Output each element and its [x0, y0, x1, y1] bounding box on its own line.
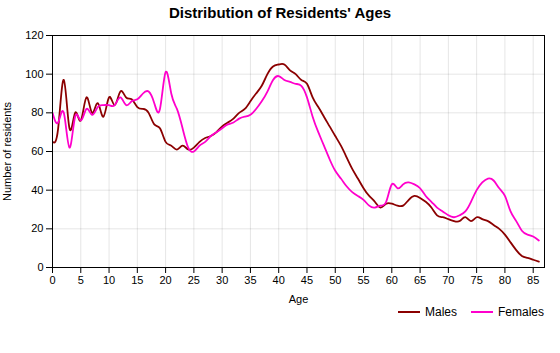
svg-text:80: 80: [499, 274, 511, 286]
svg-text:85: 85: [527, 274, 539, 286]
html-text:Distribution of Residents' Age: Distribution of Residents' Ages: [168, 4, 392, 21]
html-text:Males: Males: [425, 305, 457, 319]
svg-text:0: 0: [49, 274, 55, 286]
svg-text:30: 30: [216, 274, 228, 286]
svg-text:120: 120: [25, 29, 43, 41]
svg-text:Age: Age: [289, 293, 309, 305]
svg-text:20: 20: [159, 274, 171, 286]
html-text:Females: Females: [498, 305, 544, 319]
svg-text:35: 35: [244, 274, 256, 286]
svg-text:10: 10: [103, 274, 115, 286]
svg-text:55: 55: [357, 274, 369, 286]
svg-text:5: 5: [78, 274, 84, 286]
svg-text:15: 15: [131, 274, 143, 286]
svg-text:65: 65: [414, 274, 426, 286]
svg-text:60: 60: [31, 145, 43, 157]
svg-text:80: 80: [31, 106, 43, 118]
svg-text:0: 0: [37, 261, 43, 273]
svg-text:50: 50: [329, 274, 341, 286]
svg-text:100: 100: [25, 68, 43, 80]
svg-text:70: 70: [442, 274, 454, 286]
svg-text:Number of residents: Number of residents: [1, 101, 13, 201]
svg-text:40: 40: [31, 184, 43, 196]
svg-text:60: 60: [386, 274, 398, 286]
svg-text:75: 75: [471, 274, 483, 286]
svg-text:25: 25: [188, 274, 200, 286]
svg-text:40: 40: [273, 274, 285, 286]
svg-text:45: 45: [301, 274, 313, 286]
svg-text:20: 20: [31, 222, 43, 234]
